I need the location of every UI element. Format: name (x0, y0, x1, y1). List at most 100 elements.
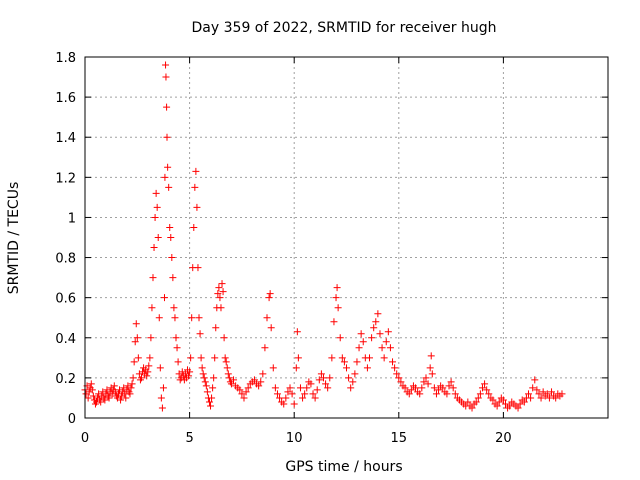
data-point (236, 386, 244, 394)
data-point (218, 280, 226, 288)
data-point (422, 374, 430, 382)
data-point (445, 382, 453, 390)
data-point (267, 324, 275, 332)
data-point (134, 354, 142, 362)
axis-ticks (84, 56, 608, 419)
x-tick-label: 5 (185, 431, 193, 446)
y-tick-label: 1.8 (55, 51, 76, 66)
data-point (110, 382, 118, 390)
data-point (506, 402, 514, 410)
data-point (351, 370, 359, 378)
data-point (144, 368, 152, 376)
data-point (418, 384, 426, 392)
data-point (481, 380, 489, 388)
data-point (261, 344, 269, 352)
y-tick-label: 1.6 (55, 91, 76, 106)
data-point (520, 398, 528, 406)
y-tick-label: 1.4 (55, 131, 76, 146)
data-point (87, 380, 95, 388)
data-point (271, 384, 279, 392)
data-point (474, 394, 482, 402)
data-point (273, 390, 281, 398)
data-point (198, 364, 206, 372)
x-axis-label: GPS time / hours (285, 459, 402, 475)
y-tick-labels: 0 0.2 0.4 0.6 0.8 1 1.2 1.4 1.6 1.8 (55, 51, 76, 427)
data-point (366, 354, 374, 362)
data-point (376, 330, 384, 338)
data-point (353, 358, 361, 366)
data-point (372, 318, 380, 326)
data-point (265, 294, 273, 302)
data-point (208, 394, 216, 402)
data-point (303, 384, 311, 392)
data-point (357, 330, 365, 338)
data-point (493, 402, 501, 410)
data-point (154, 234, 162, 241)
data-point (217, 304, 225, 312)
data-point (238, 390, 246, 398)
y-tick-label: 0.2 (55, 372, 76, 387)
data-point (501, 400, 509, 408)
data-point (363, 364, 371, 372)
data-point (380, 354, 388, 362)
data-point (200, 374, 208, 382)
data-point (420, 378, 428, 386)
x-tick-labels: 0 5 10 15 20 (81, 431, 512, 446)
data-point (227, 380, 235, 388)
data-point (145, 362, 153, 370)
data-point (214, 290, 222, 298)
data-point (263, 314, 271, 322)
data-points (81, 61, 566, 412)
data-point (250, 376, 258, 384)
data-point (172, 334, 180, 342)
data-point (489, 396, 497, 404)
data-point (230, 376, 238, 384)
data-point (548, 388, 556, 396)
data-point (151, 213, 159, 221)
data-point (244, 384, 252, 392)
x-tick-label: 15 (391, 431, 408, 446)
data-point (225, 374, 233, 382)
data-point (191, 183, 199, 191)
data-point (359, 338, 367, 346)
y-tick-label: 0.4 (55, 332, 76, 347)
data-point (401, 384, 409, 392)
data-point (391, 364, 399, 372)
data-point (294, 354, 302, 362)
data-point (439, 384, 447, 392)
data-point (416, 390, 424, 398)
data-point (269, 364, 277, 372)
data-point (130, 358, 138, 366)
data-point (382, 338, 390, 346)
data-point (170, 304, 178, 312)
data-point (146, 354, 154, 362)
data-point (190, 223, 198, 231)
data-point (210, 374, 218, 382)
data-point (128, 380, 136, 388)
data-point (451, 390, 459, 398)
data-point (192, 167, 200, 175)
data-point (223, 364, 231, 372)
data-point (483, 386, 491, 394)
data-point (368, 334, 376, 342)
data-point (499, 396, 507, 404)
data-point (405, 390, 413, 398)
data-point (276, 394, 284, 402)
data-point (196, 330, 204, 338)
data-point (514, 404, 522, 412)
data-point (533, 386, 541, 394)
data-point (315, 376, 323, 384)
data-point (292, 364, 300, 372)
data-point (259, 370, 267, 378)
data-point (101, 396, 109, 404)
data-point (355, 344, 363, 352)
data-point (296, 384, 304, 392)
data-point (389, 358, 397, 366)
data-point (543, 390, 551, 398)
data-point (286, 384, 294, 392)
data-point (288, 390, 296, 398)
data-point (185, 372, 193, 380)
data-point (162, 61, 170, 69)
data-point (280, 400, 288, 408)
data-point (147, 334, 155, 342)
